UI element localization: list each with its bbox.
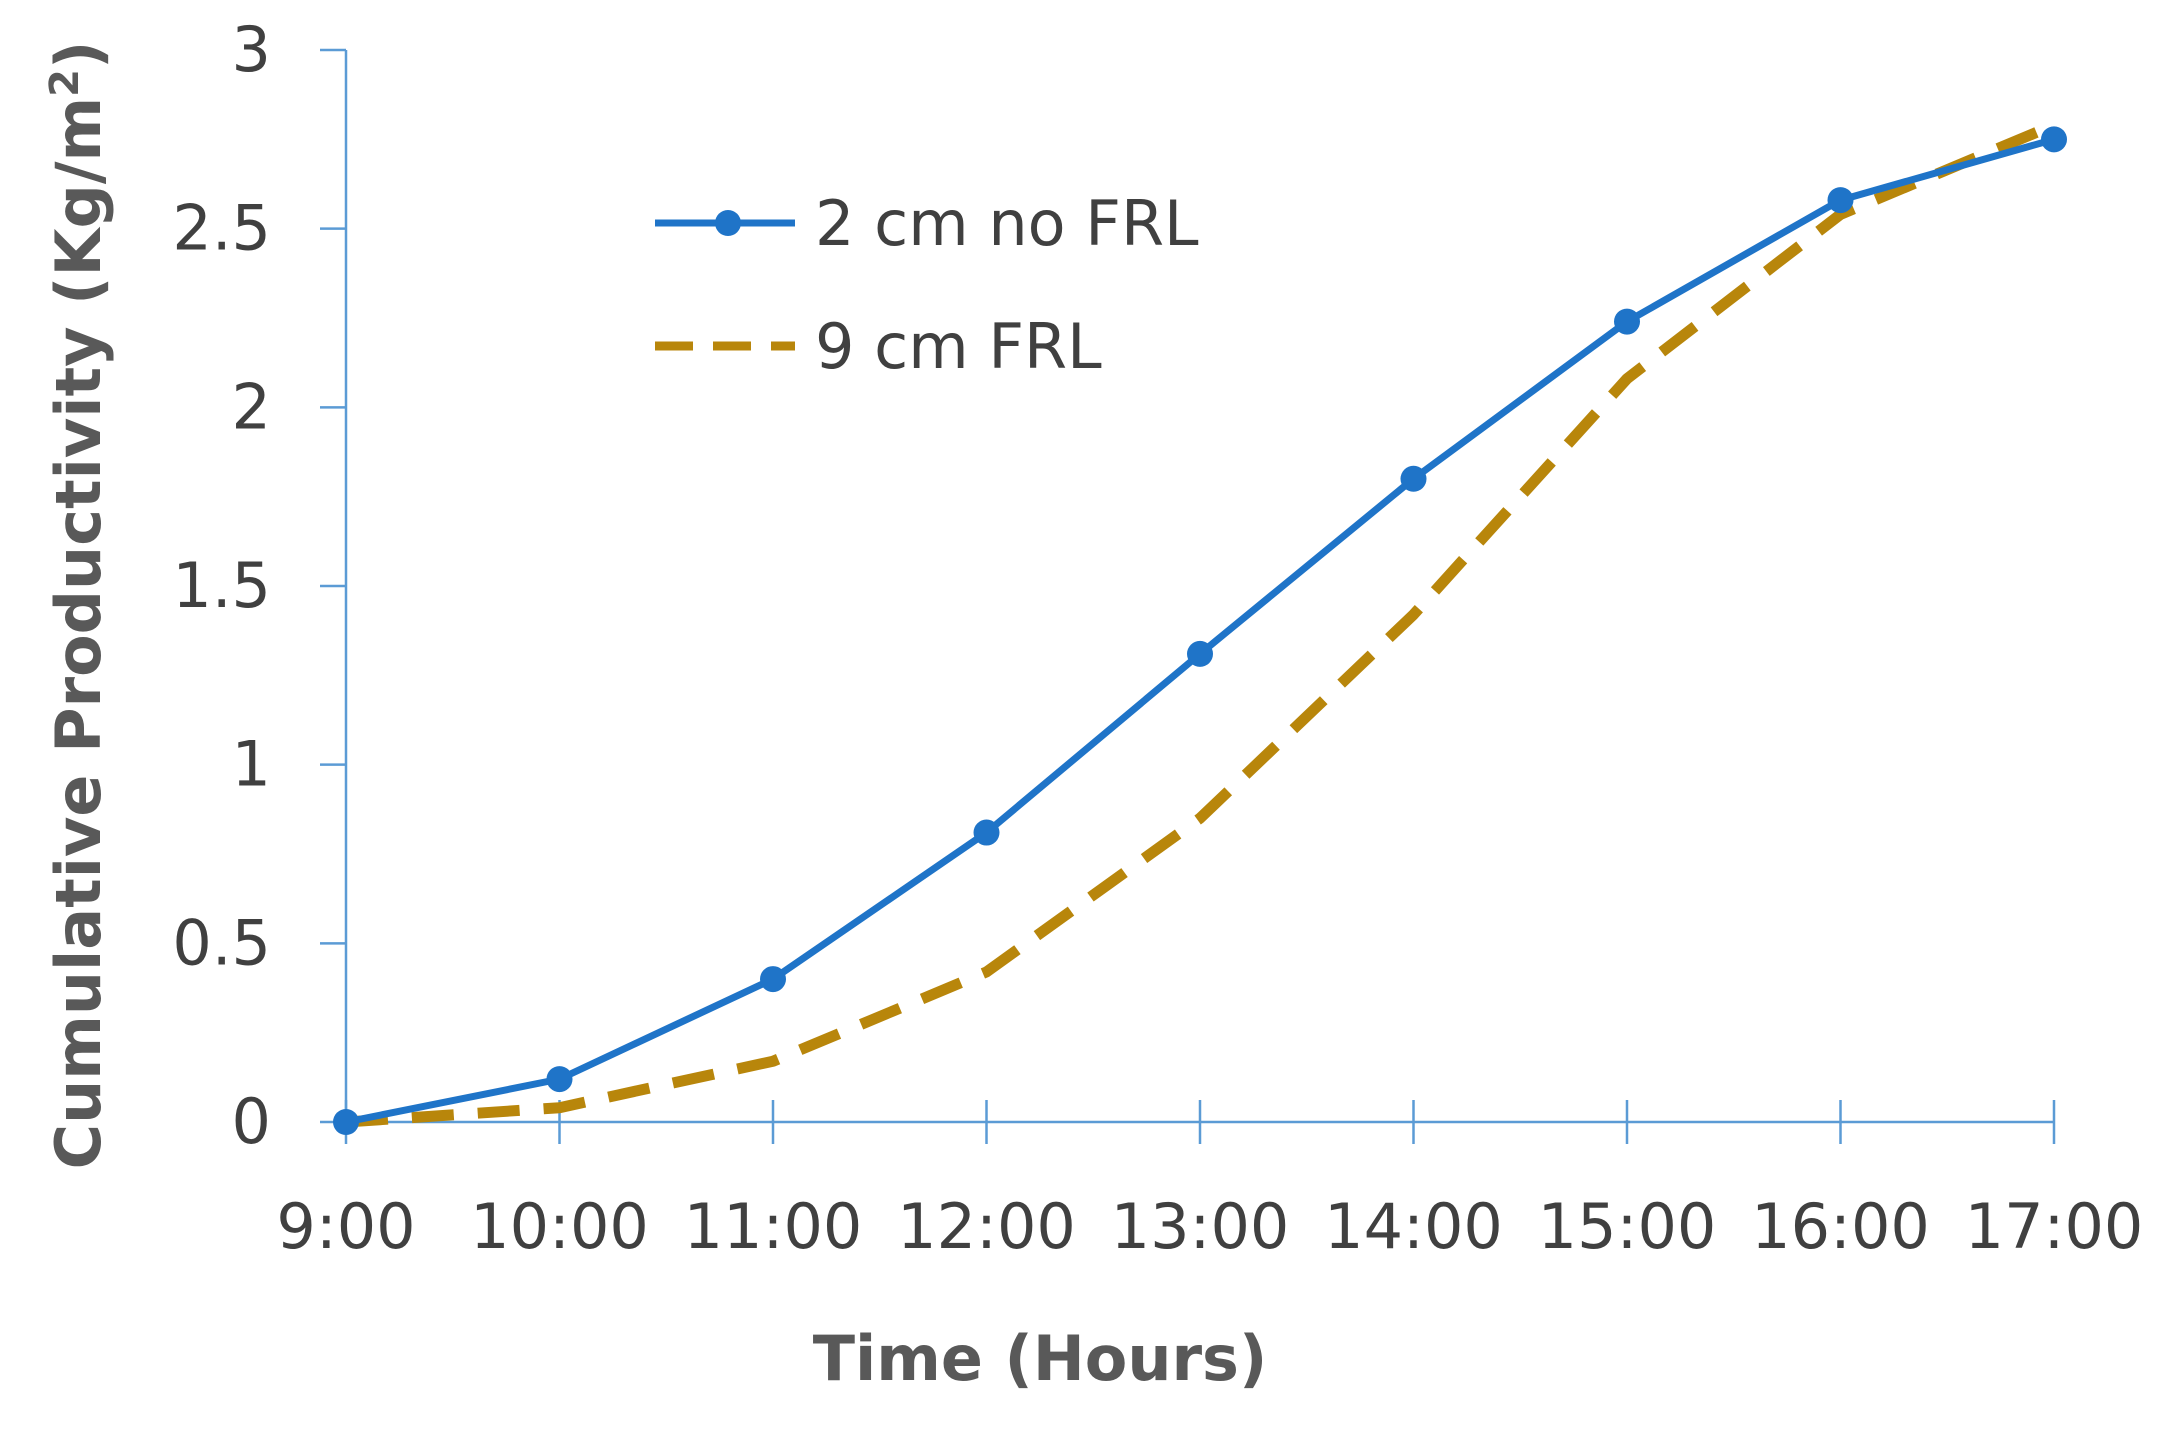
- y-axis-title-main: Cumulative Productivity (Kg/m: [42, 97, 115, 1170]
- axes: [344, 50, 2054, 1124]
- x-tick-label: 9:00: [276, 1190, 415, 1263]
- x-tick-label: 17:00: [1965, 1190, 2144, 1263]
- series-point-1: [1187, 640, 1213, 667]
- series-point-1: [546, 1066, 573, 1093]
- x-tick-label: 12:00: [897, 1190, 1076, 1263]
- series-point-1: [760, 966, 786, 993]
- x-tick-label: 15:00: [1538, 1190, 1717, 1263]
- y-tick-label: 1: [232, 728, 271, 801]
- y-ticks: 0 0.5 1 1.5 2 2.5 3: [172, 13, 346, 1158]
- series-group: [333, 119, 2067, 1135]
- x-tick-label: 10:00: [470, 1190, 649, 1263]
- legend: 2 cm no FRL 9 cm FRL: [655, 187, 1199, 383]
- series-point-1: [333, 1109, 359, 1135]
- x-ticks: 9:00 10:00 11:00 12:00 13:00 14:00 15:00 16:00 1…: [276, 1100, 2143, 1263]
- y-tick-label: 3: [232, 13, 271, 86]
- y-tick-label: 1.5: [172, 549, 271, 622]
- series-line-1: [345, 135, 2055, 1126]
- x-axis-title: Time (Hours): [813, 1322, 1268, 1395]
- series-point-1: [1400, 465, 1427, 492]
- x-tick-label: 14:00: [1324, 1190, 1503, 1263]
- series-point-1: [2041, 126, 2067, 153]
- y-axis-title-sup: 2: [42, 69, 88, 97]
- series-point-1: [973, 819, 1000, 846]
- y-tick-label: 2.5: [172, 192, 271, 265]
- y-tick-label: 0: [232, 1085, 271, 1158]
- series-line-2: [345, 119, 2057, 1128]
- x-tick-label: 16:00: [1751, 1190, 1930, 1263]
- y-axis-title: Cumulative Productivity (Kg/m2): [42, 41, 115, 1170]
- y-tick-label: 2: [232, 370, 271, 443]
- legend-label-series-2: 9 cm FRL: [815, 310, 1102, 383]
- x-tick-label: 11:00: [684, 1190, 863, 1263]
- series-point-1: [1614, 308, 1640, 335]
- legend-marker-series-1: [715, 210, 741, 236]
- x-tick-label: 13:00: [1111, 1190, 1290, 1263]
- y-axis-title-close: ): [42, 41, 115, 69]
- legend-label-series-1: 2 cm no FRL: [815, 187, 1199, 260]
- y-tick-label: 0.5: [172, 906, 271, 979]
- series-point-1: [1827, 187, 1854, 214]
